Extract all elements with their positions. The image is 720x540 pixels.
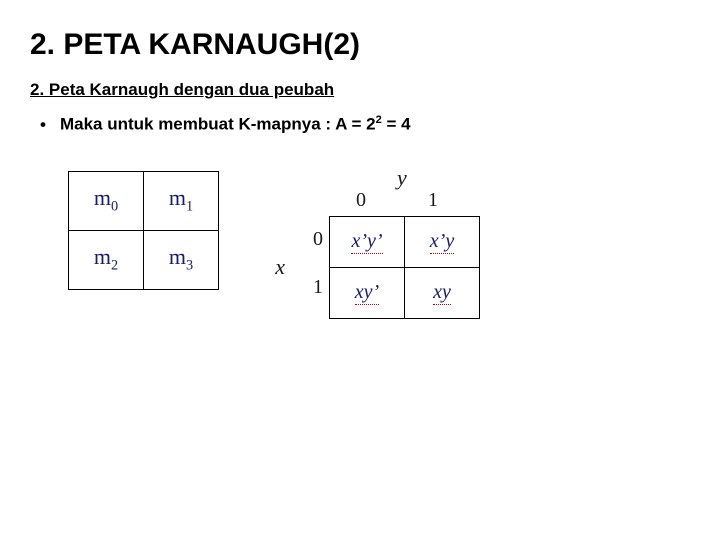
bullet-after: = 4 — [382, 115, 411, 134]
bullet-dot: • — [40, 115, 46, 135]
bullet-item: • Maka untuk membuat K-mapnya : A = 22 =… — [40, 114, 690, 135]
kmap: y 0 1 x 0 1 x’y’ x’y xy’ xy — [267, 171, 480, 319]
page-title: 2. PETA KARNAUGH(2) — [30, 28, 690, 62]
kmap-grid: x’y’ x’y xy’ xy — [329, 216, 480, 319]
kmap-col-label: 1 — [397, 171, 469, 216]
kmap-y-label: y — [397, 165, 407, 191]
kmap-row-label: 0 — [295, 216, 329, 264]
table-cell: m0 — [69, 171, 144, 230]
bullet-before: Maka untuk membuat K-mapnya : A = 2 — [60, 115, 376, 134]
tables-row: m0 m1 m2 m3 y 0 1 x 0 1 x’y’ x’y — [68, 171, 690, 319]
bullet-text: Maka untuk membuat K-mapnya : A = 22 = 4 — [60, 114, 411, 135]
kmap-cell: x’y — [405, 216, 480, 267]
kmap-cell: xy’ — [330, 267, 405, 318]
kmap-row-label: 1 — [295, 264, 329, 312]
kmap-row-labels: 0 1 — [295, 216, 329, 319]
kmap-cell: x’y’ — [330, 216, 405, 267]
table-cell: m1 — [144, 171, 219, 230]
section-subtitle: 2. Peta Karnaugh dengan dua peubah — [30, 80, 690, 100]
kmap-x-label: x — [267, 254, 285, 280]
minterm-table: m0 m1 m2 m3 — [68, 171, 219, 290]
kmap-col-label: 0 — [325, 171, 397, 216]
table-cell: m2 — [69, 230, 144, 289]
kmap-cell: xy — [405, 267, 480, 318]
table-cell: m3 — [144, 230, 219, 289]
